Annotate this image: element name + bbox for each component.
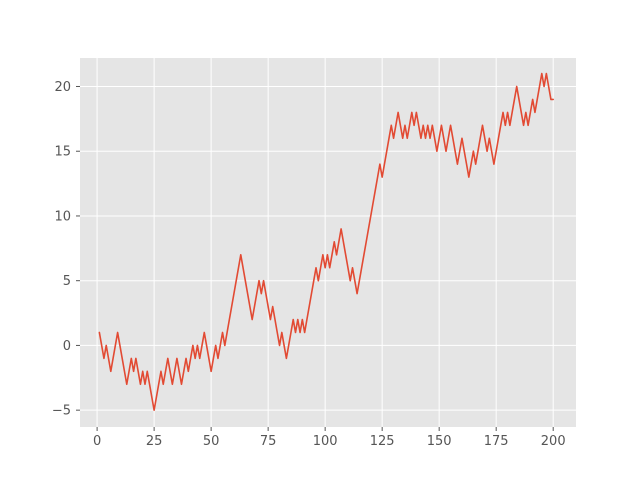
x-tick-label: 175 xyxy=(484,434,509,449)
x-tick-label: 150 xyxy=(427,434,452,449)
x-tick-label: 100 xyxy=(313,434,338,449)
y-tick-label: 15 xyxy=(54,145,71,160)
y-tick-label: 10 xyxy=(54,209,71,224)
y-tick-label: 0 xyxy=(63,339,71,354)
y-tick-label: 5 xyxy=(63,274,71,289)
series-line-0 xyxy=(98,72,555,411)
x-tick-label: 75 xyxy=(260,434,277,449)
x-tick-label: 0 xyxy=(93,434,101,449)
y-tick-label: 20 xyxy=(54,80,71,95)
x-gridlines xyxy=(96,58,554,427)
x-axis-ticks: 0 25 50 75 100 125 150 175 200 xyxy=(93,427,566,449)
x-tick-label: 200 xyxy=(541,434,566,449)
y-gridlines xyxy=(80,85,576,411)
plot-area-background xyxy=(80,58,576,427)
y-tick-label: −5 xyxy=(52,404,71,419)
x-tick-label: 25 xyxy=(146,434,163,449)
x-tick-label: 50 xyxy=(203,434,220,449)
y-axis-ticks: −5 0 5 10 15 20 xyxy=(52,80,80,419)
series-layer xyxy=(98,72,555,411)
x-tick-label: 125 xyxy=(370,434,395,449)
